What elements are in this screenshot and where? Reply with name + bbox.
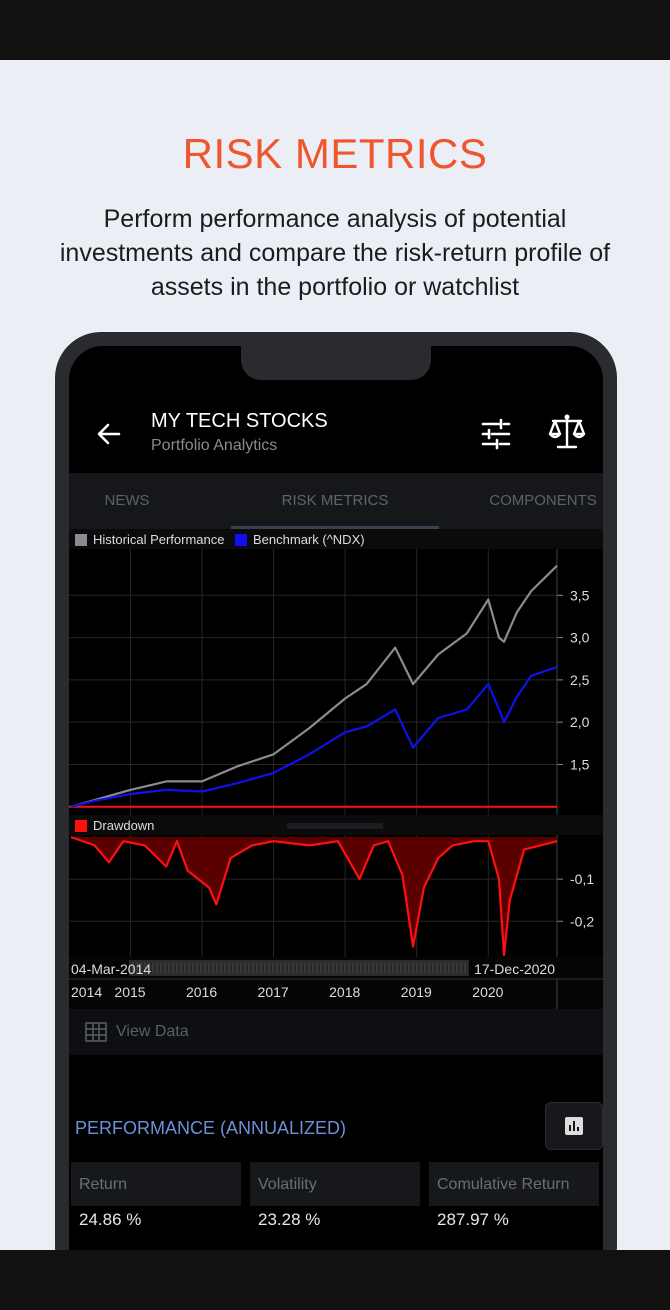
tab-active-indicator (231, 526, 439, 529)
promo-title: RISK METRICS (182, 130, 488, 177)
resize-handle[interactable] (287, 823, 383, 829)
view-data-label: View Data (116, 1023, 189, 1040)
phone-screen: MY TECH STOCKS Portfolio Analytics (69, 346, 603, 1250)
y-tick-label: -0,1 (570, 871, 594, 887)
series-line-drawdown (70, 835, 558, 957)
metric-value-cumulative-return: 287.97 % (437, 1210, 509, 1229)
tab-components[interactable]: COMPONENTS (489, 492, 597, 509)
chart-area[interactable]: Historical Performance Benchmark (^NDX) … (69, 529, 603, 1009)
legend-swatch-benchmark (235, 533, 247, 546)
phone-frame: MY TECH STOCKS Portfolio Analytics (55, 332, 617, 1250)
status-bar-top (0, 0, 670, 60)
x-tick-label: 2016 (186, 984, 217, 1000)
metric-value-return: 24.86 % (79, 1210, 142, 1229)
x-tick-label: 2017 (258, 984, 289, 1000)
range-end-label: 17-Dec-2020 (474, 961, 555, 977)
legend-label-benchmark: Benchmark (^NDX) (253, 532, 365, 547)
legend-swatch-historical (75, 533, 87, 546)
phone-notch (241, 346, 431, 380)
scale-icon[interactable] (547, 412, 587, 452)
promo-subtitle: Perform performance analysis of potentia… (59, 205, 611, 301)
performance-chart[interactable]: 3,5 3,0 2,5 2,0 1,5 (69, 549, 603, 815)
legend-historical: Historical Performance (75, 532, 225, 547)
legend-benchmark: Benchmark (^NDX) (235, 532, 365, 547)
legend-label-historical: Historical Performance (93, 532, 225, 547)
nav-bar-bottom (0, 1250, 670, 1310)
tab-news[interactable]: NEWS (104, 492, 150, 509)
metric-card-return: Return (71, 1162, 241, 1206)
x-tick-label: 2019 (401, 984, 432, 1000)
app-subtitle: Portfolio Analytics (151, 437, 278, 454)
drawdown-chart[interactable]: -0,1 -0,2 (69, 835, 603, 957)
legend-drawdown: Drawdown (75, 818, 154, 833)
tab-bar: NEWS RISK METRICS COMPONENTS (69, 473, 603, 529)
table-icon (85, 1022, 107, 1042)
metric-label: Volatility (258, 1176, 317, 1193)
y-tick-label: 1,5 (570, 756, 590, 772)
x-tick-label: 2018 (329, 984, 360, 1000)
series-line-historical (70, 564, 558, 808)
filter-sliders-icon[interactable] (479, 418, 513, 450)
metric-label: Comulative Return (437, 1176, 570, 1193)
drawdown-legend: Drawdown (69, 815, 603, 835)
range-start-label: 04-Mar-2014 (71, 961, 151, 977)
performance-section-title: PERFORMANCE (ANNUALIZED) (75, 1118, 347, 1138)
drawdown-area (71, 837, 557, 955)
metric-card-cumulative-return: Comulative Return (429, 1162, 599, 1206)
series-line-benchmark (70, 666, 558, 808)
y-tick-label: -0,2 (570, 913, 594, 929)
metric-card-volatility: Volatility (250, 1162, 420, 1206)
legend-label-drawdown: Drawdown (93, 818, 155, 833)
x-tick-label: 2014 (71, 984, 102, 1000)
metric-value-volatility: 23.28 % (258, 1210, 321, 1229)
date-range-navigator[interactable]: 04-Mar-2014 17-Dec-2020 2014 2015 2016 2017 20… (69, 957, 603, 1009)
navigator-scroll-track[interactable] (129, 960, 469, 976)
chart-toggle-button[interactable] (545, 1102, 603, 1150)
y-tick-label: 3,0 (570, 630, 590, 646)
promo-panel: RISK METRICS Perform performance analysi… (0, 60, 670, 1250)
x-tick-label: 2020 (472, 984, 503, 1000)
legend-swatch-drawdown (75, 819, 87, 832)
y-tick-label: 2,5 (570, 672, 590, 688)
app-title: MY TECH STOCKS (151, 410, 328, 432)
x-tick-label: 2015 (114, 984, 145, 1000)
performance-legend: Historical Performance Benchmark (^NDX) (69, 529, 603, 549)
view-data-button[interactable]: View Data (69, 1009, 603, 1055)
y-tick-label: 2,0 (570, 714, 590, 730)
tab-risk-metrics[interactable]: RISK METRICS (281, 492, 389, 509)
bar-chart-icon (565, 1117, 583, 1135)
metric-label: Return (79, 1176, 128, 1193)
plot-background (69, 549, 603, 815)
back-arrow-icon[interactable] (95, 420, 123, 448)
y-tick-label: 3,5 (570, 587, 590, 603)
